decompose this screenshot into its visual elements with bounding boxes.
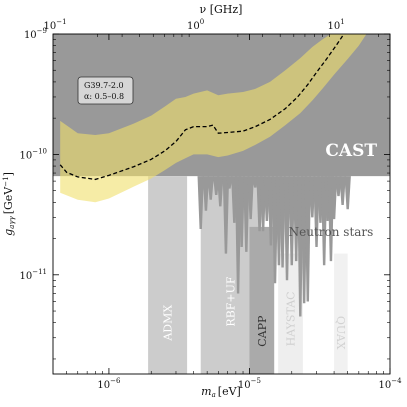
- region-labels: CAST Neutron stars ADMX RBF+UF CAPP HAYSTAC…: [162, 141, 378, 350]
- legend-box: G39.7-2.0 α: 0.5–0.8: [77, 76, 134, 105]
- legend-line-2: α: 0.5–0.8: [84, 92, 124, 101]
- neutron-star-spike: [207, 176, 214, 200]
- x-tick-label: 10−5: [238, 377, 261, 391]
- neutron-star-spike: [238, 176, 245, 248]
- median-sensitivity-line: [59, 34, 345, 181]
- region-label-rbf-uf: RBF+UF: [225, 276, 238, 326]
- neutron-star-spike: [243, 176, 250, 252]
- neutron-star-spike: [197, 176, 204, 230]
- legend-frame: [77, 76, 134, 105]
- top-tick-label: 100: [187, 18, 204, 32]
- region-label-haystac: HAYSTAC: [285, 291, 298, 346]
- neutron-star-spike: [247, 176, 254, 220]
- neutron-star-spike: [222, 176, 230, 254]
- neutron-star-spike: [202, 176, 210, 211]
- neutron-star-spike: [339, 176, 346, 205]
- cast-label: CAST: [325, 141, 377, 161]
- region-label-quax: QUAX: [334, 316, 347, 350]
- neutron-star-spike: [344, 176, 351, 210]
- top-axis-title: ν [GHz]: [200, 3, 243, 16]
- y-tick-label: 10−10: [19, 147, 47, 161]
- neutron-star-spike: [304, 176, 311, 302]
- x-tick-label: 10−6: [97, 377, 121, 391]
- exclusion-region-quax: [334, 253, 348, 374]
- legend-line-1: G39.7-2.0: [84, 81, 124, 90]
- neutron-star-spike: [288, 176, 295, 266]
- exclusion-region-capp: [249, 226, 275, 374]
- sensitivity-band: [60, 34, 367, 203]
- neutron-star-spike: [330, 176, 338, 220]
- y-tick-label: 10−11: [19, 268, 47, 282]
- neutron-star-spike: [217, 176, 224, 207]
- y-tick-label: 10−9: [24, 27, 47, 41]
- top-tick-label: 10−1: [44, 18, 67, 32]
- top-tick-label: 101: [328, 18, 345, 32]
- neutron-stars-label: Neutron stars: [289, 225, 374, 239]
- x-axis-title: ma [eV]: [201, 385, 241, 399]
- neutron-star-spike: [283, 176, 291, 281]
- axes: 10−6 10−5 10−4 10−11 10−10 10−910−1 100 101: [19, 18, 402, 391]
- y-axis-title: gaγγ[GeV−1]: [2, 172, 16, 236]
- exclusion-region-admx: [148, 176, 188, 374]
- plot-frame: [52, 33, 391, 375]
- region-label-admx: ADMX: [162, 305, 175, 342]
- neutron-star-spike: [279, 176, 286, 268]
- neutron-star-spike: [226, 176, 233, 189]
- plot-area: [53, 34, 390, 374]
- x-tick-label: 10−4: [378, 377, 402, 391]
- region-label-capp: CAPP: [256, 315, 269, 347]
